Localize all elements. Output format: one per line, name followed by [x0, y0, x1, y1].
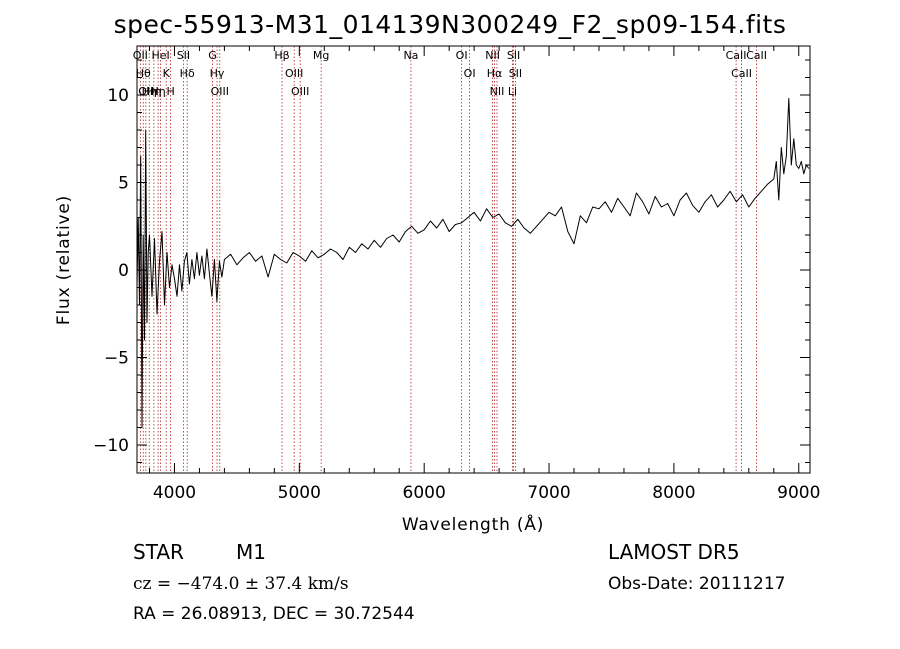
line-marker-label: OIII — [211, 85, 229, 98]
x-tick-label: 4000 — [153, 483, 196, 503]
line-marker-label: H — [166, 85, 174, 98]
line-marker-label: Hη — [142, 85, 157, 98]
emission-line-markers — [139, 46, 757, 473]
line-marker-label: CaII — [726, 49, 747, 62]
line-marker-label: Hθ — [136, 67, 151, 80]
y-axis: −10 −5 0 5 10 — [93, 59, 810, 463]
x-tick-label: 8000 — [652, 483, 695, 503]
line-marker-label: OI — [456, 49, 468, 62]
line-marker-label: SII — [509, 67, 522, 80]
line-marker-label: OI — [464, 67, 476, 80]
line-marker-label: G — [208, 49, 217, 62]
line-marker-label: Na — [403, 49, 418, 62]
line-marker-label: Hβ — [274, 49, 289, 62]
x-tick-label: 5000 — [278, 483, 321, 503]
x-tick-label: 9000 — [777, 483, 820, 503]
y-tick-label: −5 — [104, 349, 129, 369]
line-marker-label: K — [163, 67, 171, 80]
object-subclass: M1 — [236, 540, 266, 564]
x-tick-label: 7000 — [527, 483, 570, 503]
redshift-velocity: cz = −474.0 ± 37.4 km/s — [133, 574, 349, 594]
line-marker-label: NII — [485, 49, 500, 62]
line-marker-label: SII — [177, 49, 190, 62]
y-tick-label: 0 — [118, 261, 129, 281]
x-axis: 4000 5000 6000 7000 8000 9000 — [148, 46, 820, 503]
line-marker-label: Hδ — [180, 67, 195, 80]
spectrum-series — [136, 98, 810, 428]
line-marker-label: Hγ — [210, 67, 225, 80]
line-marker-label: Hα — [487, 67, 503, 80]
chart-title: spec-55913-M31_014139N300249_F2_sp09-154… — [113, 10, 787, 39]
spectrum-line — [136, 98, 810, 428]
coordinates: RA = 26.08913, DEC = 30.72544 — [133, 604, 415, 624]
line-marker-label: Mg — [313, 49, 329, 62]
line-marker-label: Hη — [150, 85, 165, 98]
y-tick-label: 5 — [118, 174, 129, 194]
line-marker-label: OII — [138, 85, 153, 98]
line-marker-label: SII — [507, 49, 520, 62]
y-tick-label: −10 — [93, 436, 129, 456]
plot-frame — [136, 45, 811, 474]
line-marker-label: CaII — [731, 67, 752, 80]
line-marker-label: HeI — [151, 49, 169, 62]
line-marker-label: OII — [133, 49, 148, 62]
line-marker-label: Hη — [146, 85, 161, 98]
line-marker-label: NII — [490, 85, 505, 98]
x-tick-label: 6000 — [403, 483, 446, 503]
x-axis-label: Wavelength (Å) — [402, 513, 544, 535]
emission-line-labels: OIIHθOIIHηHηHηHeIKHSIIHδGHγOIIIHβOIIIOII… — [133, 49, 767, 98]
line-marker-label: OIII — [285, 67, 303, 80]
y-tick-label: 10 — [107, 86, 129, 106]
line-marker-label: OIII — [291, 85, 309, 98]
object-type: STAR — [133, 540, 184, 564]
line-marker-label: CaII — [746, 49, 767, 62]
observation-date: Obs-Date: 20111217 — [608, 574, 786, 594]
line-marker-label: Li — [508, 85, 517, 98]
survey-name: LAMOST DR5 — [608, 540, 740, 564]
y-axis-label: Flux (relative) — [54, 195, 74, 325]
